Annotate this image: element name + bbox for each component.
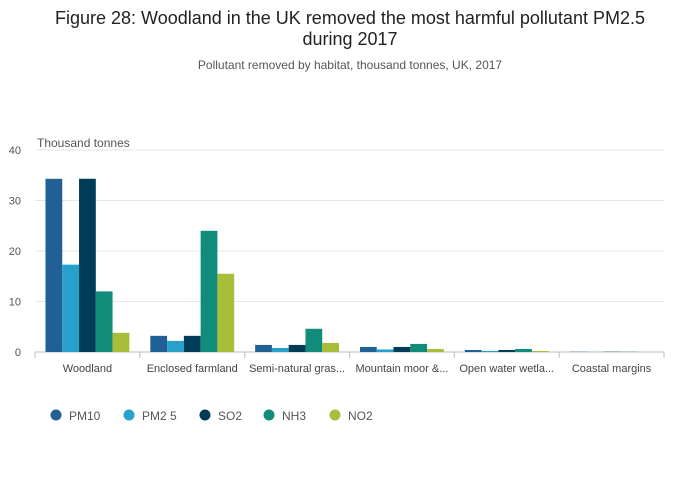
bar-pm10[interactable] [464,349,482,352]
bar-pm10[interactable] [150,335,168,352]
legend-item[interactable]: PM2 5 [123,409,178,423]
bar-pm10[interactable] [45,178,63,352]
bar-so2[interactable] [79,178,96,352]
legend-label: SO2 [218,409,242,423]
bar-nh3[interactable] [95,291,113,352]
bar-nh3[interactable] [410,343,428,352]
bar-pm10[interactable] [255,344,272,352]
x-category-label: Coastal margins [572,363,652,375]
legend-swatch [263,409,275,421]
y-tick-label: 0 [15,347,21,359]
legend-item[interactable]: NH3 [263,409,307,423]
legend-item[interactable]: SO2 [199,409,243,423]
bar-pm2-5[interactable] [481,350,499,352]
legend-swatch [329,409,341,421]
bar-so2[interactable] [288,344,306,352]
y-tick-label: 20 [9,246,21,258]
x-category-label: Open water wetla... [459,363,554,375]
y-tick-label: 40 [9,145,21,157]
legend-label: PM10 [69,409,101,423]
legend-swatch [123,409,135,421]
bar-nh3[interactable] [200,230,218,352]
chart-title-line-2: during 2017 [302,29,397,49]
bar-pm2-5[interactable] [62,264,80,352]
bar-pm10[interactable] [359,346,377,352]
bar-no2[interactable] [531,350,549,352]
bar-no2[interactable] [217,273,235,352]
x-category-label: Semi-natural gras... [249,363,345,375]
bar-pm2-5[interactable] [376,349,394,352]
bar-so2[interactable] [183,335,201,352]
y-axis-title: Thousand tonnes [37,136,130,150]
bar-so2[interactable] [498,349,516,352]
x-category-label: Enclosed farmland [147,363,238,375]
y-tick-label: 10 [9,297,21,309]
legend-swatch [50,409,62,421]
bar-nh3[interactable] [305,328,323,352]
chart-title: Figure 28: Woodland in the UK removed th… [55,8,645,28]
legend-item[interactable]: NO2 [329,409,374,423]
legend-label: NH3 [282,409,306,423]
bar-no2[interactable] [322,342,340,352]
legend-label: PM2 5 [142,409,177,423]
y-tick-label: 30 [9,196,21,208]
bar-so2[interactable] [393,346,411,352]
x-category-label: Mountain moor &... [355,363,448,375]
bar-pm2-5[interactable] [167,340,184,352]
bar-nh3[interactable] [515,348,532,352]
chart-subtitle: Pollutant removed by habitat, thousand t… [198,58,503,72]
bar-no2[interactable] [112,332,130,352]
legend-swatch [199,409,211,421]
legend-label: NO2 [348,409,373,423]
legend-item[interactable]: PM10 [50,409,101,423]
bar-no2[interactable] [427,348,444,352]
bar-pm2-5[interactable] [271,347,289,352]
x-category-label: Woodland [63,363,112,375]
